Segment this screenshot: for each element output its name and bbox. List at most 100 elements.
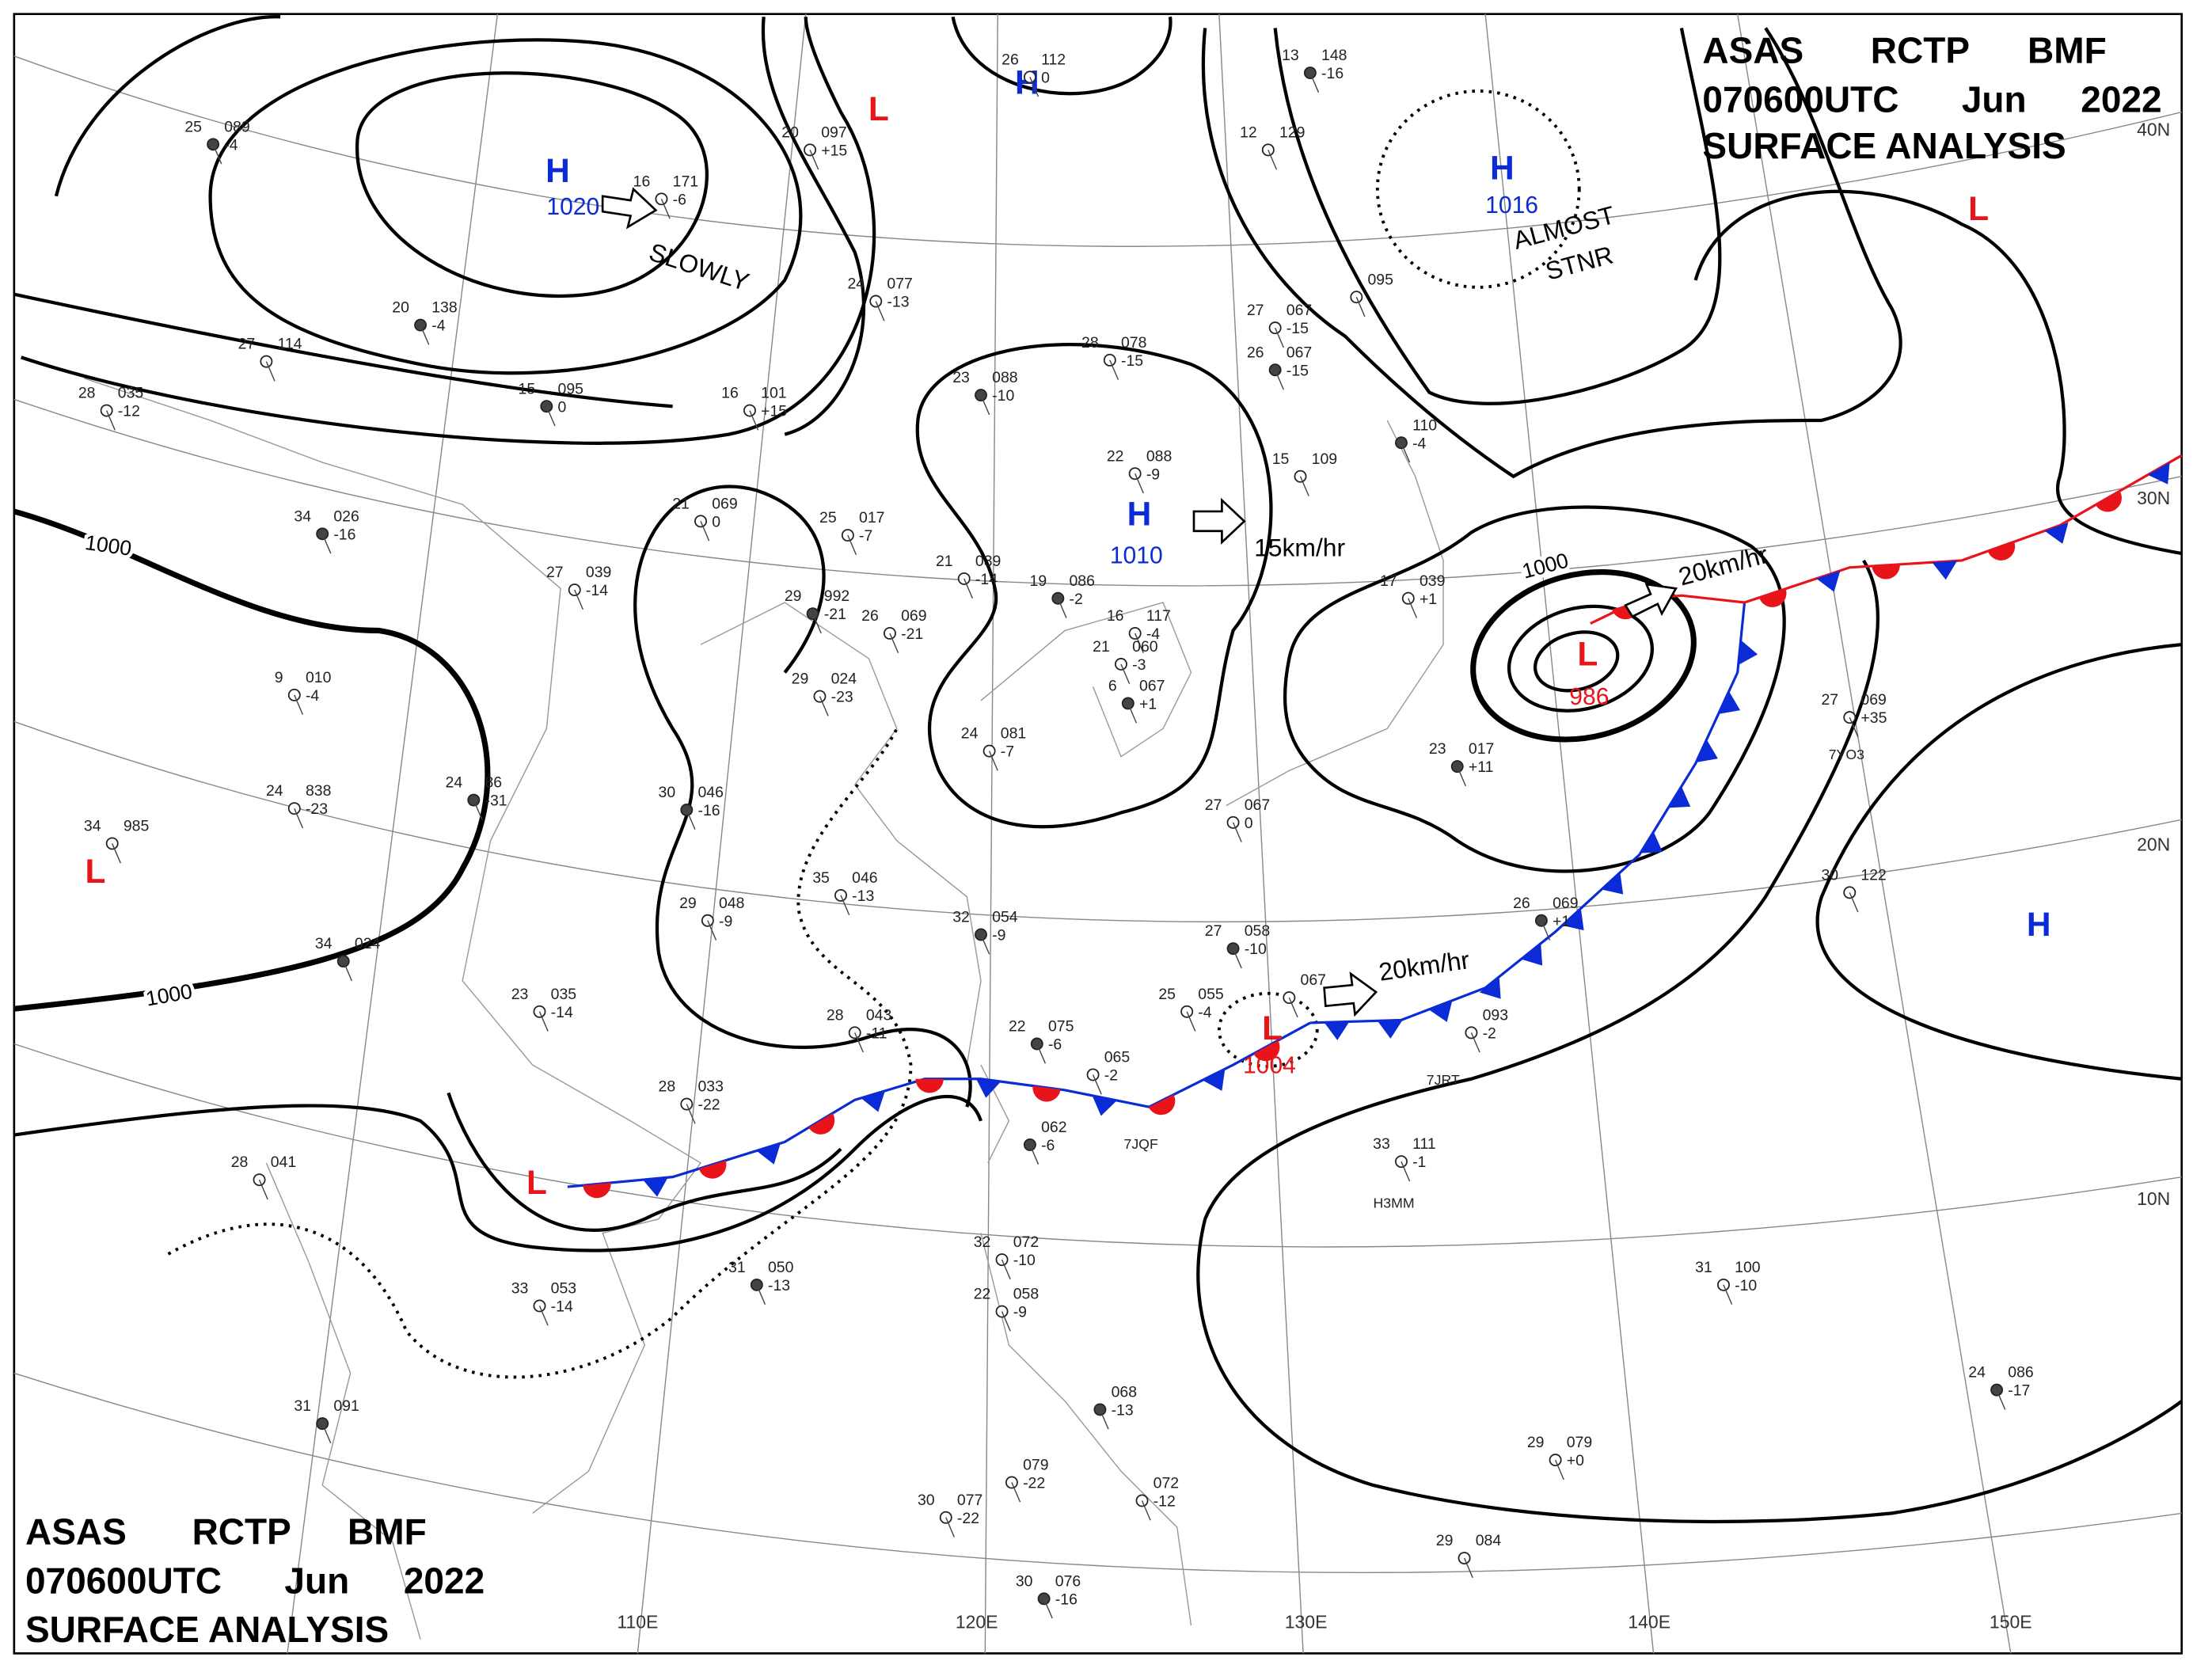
station-temperature: 23 xyxy=(511,986,529,1003)
warm-front-symbol xyxy=(1759,588,1787,607)
header-text: Jun xyxy=(1962,79,2027,120)
station-pressure: 100 xyxy=(1735,1259,1761,1276)
meridian xyxy=(984,13,998,1654)
station-temperature: 27 xyxy=(1205,796,1222,814)
station-pressure: 079 xyxy=(1567,1434,1592,1451)
cold-front-symbol xyxy=(1668,786,1691,808)
station-pressure: 024 xyxy=(831,671,857,688)
cold-front-symbol xyxy=(2044,522,2069,544)
station-pressure: 111 xyxy=(1412,1135,1436,1153)
pressure-center-symbol: H xyxy=(2027,906,2051,943)
isobar xyxy=(1196,559,2183,1524)
station-pressure: 079 xyxy=(1023,1457,1048,1474)
station-plot: 31 050-13 xyxy=(728,1259,794,1305)
station-pressure: 053 xyxy=(551,1280,576,1298)
warm-front-symbol xyxy=(698,1160,727,1179)
station-tendency: -4 xyxy=(1198,1004,1211,1021)
station-plot: 34 024 xyxy=(315,935,381,982)
station-temperature: 30 xyxy=(659,784,676,801)
pressure-center-value: 986 xyxy=(1569,684,1609,710)
header-text: RCTP xyxy=(1871,30,1970,71)
cold-front-symbol xyxy=(756,1143,781,1165)
station-tendency: -22 xyxy=(1023,1475,1045,1492)
fronts xyxy=(567,454,2183,1199)
wind-barb xyxy=(343,960,352,982)
isobar xyxy=(1283,505,1786,873)
station-circle xyxy=(533,1299,546,1313)
wind-barb xyxy=(294,808,304,829)
wind-barb xyxy=(1232,822,1242,842)
station-tendency: -4 xyxy=(224,136,238,154)
station-pressure: 084 xyxy=(1476,1532,1502,1549)
wind-barb xyxy=(1099,1409,1109,1430)
wind-barb xyxy=(473,800,483,820)
wind-barb xyxy=(1141,1500,1151,1521)
cold-front-symbol xyxy=(861,1090,885,1112)
wind-barb xyxy=(847,534,857,556)
station-tendency: -13 xyxy=(852,888,874,905)
station-tendency: 0 xyxy=(1245,815,1253,832)
station-pressure: 050 xyxy=(768,1259,794,1276)
wind-barb xyxy=(1541,920,1551,941)
station-temperature: 23 xyxy=(1429,740,1446,758)
station-tendency: -4 xyxy=(306,687,319,705)
coastlines xyxy=(84,378,1444,1640)
pressure-center-symbol: L xyxy=(1577,636,1598,673)
station-plot: 27 114 xyxy=(238,336,302,382)
station-plot: 20 097+15 xyxy=(781,124,847,170)
wind-barb xyxy=(875,301,885,321)
wind-barb xyxy=(700,521,710,542)
header-text: 2022 xyxy=(2081,79,2161,120)
station-tendency: -17 xyxy=(2008,1382,2030,1400)
station-temperature: 16 xyxy=(633,173,651,190)
station-pressure: 067 xyxy=(1287,302,1312,319)
station-pressure: 072 xyxy=(1013,1233,1039,1251)
coastline xyxy=(1226,420,1444,807)
station-circle xyxy=(1115,657,1127,671)
station-plot: 29 048-9 xyxy=(679,895,745,941)
station-pressure: 077 xyxy=(887,276,912,293)
station-pressure: 035 xyxy=(118,385,143,402)
station-tendency: -2 xyxy=(1104,1067,1118,1085)
coastline xyxy=(265,1162,421,1640)
station-plot: 095 xyxy=(1350,271,1393,317)
pressure-center-symbol: H xyxy=(1127,496,1152,533)
station-temperature: 27 xyxy=(238,336,256,353)
cold-front-symbol xyxy=(1718,691,1741,714)
station-pressure: 039 xyxy=(1420,572,1445,590)
ship-id: H3MM xyxy=(1374,1195,1415,1211)
station-plot: 093-2 xyxy=(1465,1006,1508,1053)
station-pressure: 122 xyxy=(1860,866,1886,884)
warm-front-symbol xyxy=(808,1113,835,1135)
station-circle xyxy=(982,744,996,758)
wind-barb xyxy=(811,613,822,634)
station-plot: 32 054-9 xyxy=(952,909,1018,955)
station-tendency: 0 xyxy=(558,398,567,416)
wind-barb xyxy=(1299,476,1309,496)
cold-front-symbol xyxy=(1640,831,1663,853)
pressure-center-value: 1004 xyxy=(1243,1053,1296,1079)
station-tendency: -6 xyxy=(1041,1137,1055,1154)
station-pressure: 086 xyxy=(1069,572,1094,590)
station-pressure: 033 xyxy=(697,1078,723,1096)
station-temperature: 27 xyxy=(1821,691,1838,709)
warm-front-symbol xyxy=(1987,542,2016,561)
station-temperature: 26 xyxy=(1247,344,1264,361)
station-tendency: -14 xyxy=(975,571,998,588)
station-pressure: 035 xyxy=(551,986,576,1003)
longitude-label: 120E xyxy=(956,1612,998,1632)
station-pressure: 060 xyxy=(1132,638,1158,656)
wind-barb xyxy=(1127,703,1138,724)
wind-barb xyxy=(538,1011,549,1032)
station-pressure: 093 xyxy=(1483,1006,1508,1024)
station-plot: 27 067-15 xyxy=(1247,302,1312,348)
wind-barb xyxy=(749,410,759,431)
wind-barb xyxy=(1186,1011,1196,1032)
station-temperature: 32 xyxy=(952,909,970,926)
station-pressure: 109 xyxy=(1312,450,1337,468)
parallel xyxy=(13,1372,2182,1574)
station-pressure: 024 xyxy=(355,935,381,952)
station-temperature: 22 xyxy=(974,1286,991,1303)
station-pressure: 041 xyxy=(271,1154,296,1171)
wind-barb xyxy=(1288,997,1298,1018)
